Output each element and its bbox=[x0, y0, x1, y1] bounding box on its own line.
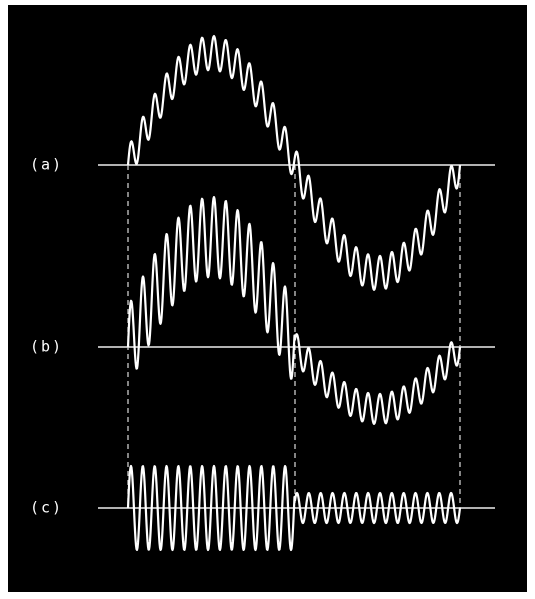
page: {"labels": ["(a)", "(b)", "(c)"]} (a) (b… bbox=[0, 0, 535, 599]
label: (b) bbox=[30, 338, 63, 356]
label: (a) bbox=[30, 156, 63, 174]
diagram: (a) (b) (c) bbox=[0, 0, 535, 599]
label: (c) bbox=[30, 499, 63, 517]
